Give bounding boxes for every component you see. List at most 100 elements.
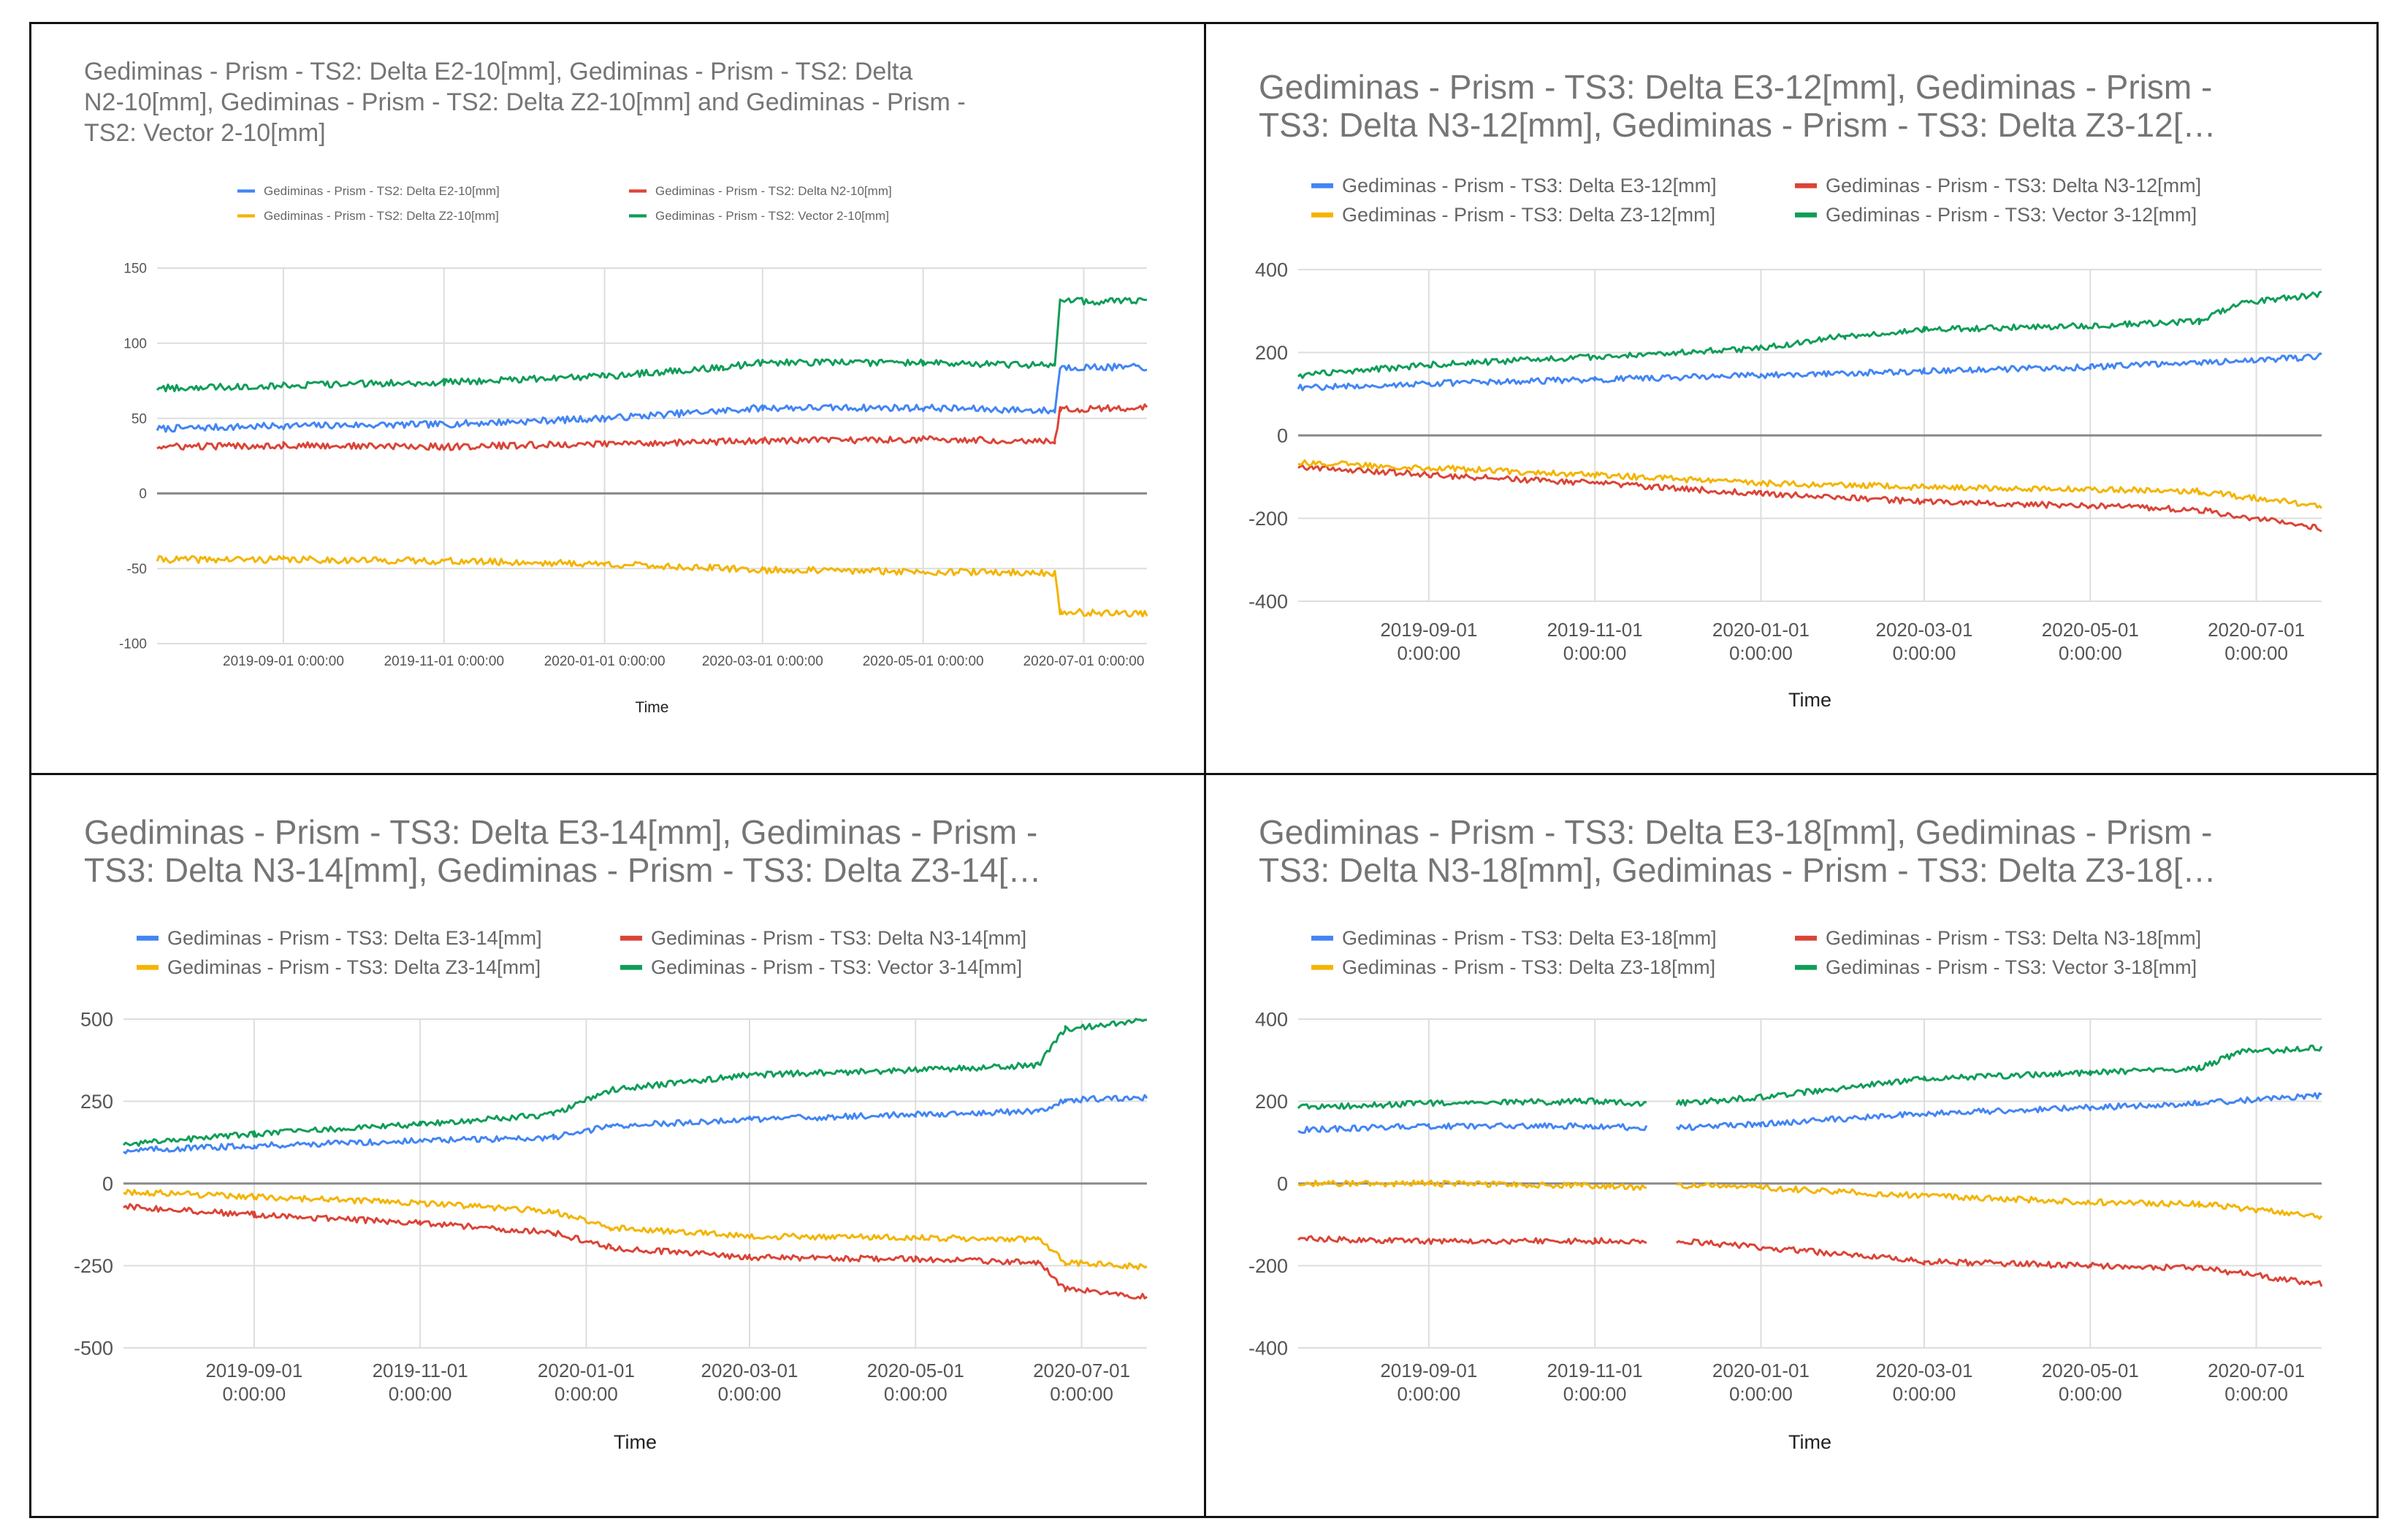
x-tick-label: 0:00:00: [222, 1383, 286, 1405]
x-tick-label: 2019-09-01: [1380, 1360, 1477, 1381]
series-line: [122, 1018, 1147, 1147]
legend-swatch: [1311, 183, 1333, 188]
chart-panel-ts3-3-12: Gediminas - Prism - TS3: Delta E3-12[mm]…: [1206, 24, 2376, 771]
x-tick-label: 2020-01-01: [538, 1360, 635, 1381]
x-tick-label: 2020-05-01: [867, 1360, 964, 1381]
series-line: [1297, 1044, 2323, 1110]
x-tick-label: 0:00:00: [554, 1383, 618, 1405]
x-tick-label: 2020-01-01: [1712, 1360, 1810, 1381]
legend-label[interactable]: Gediminas - Prism - TS2: Vector 2-10[mm]: [655, 209, 889, 223]
x-tick-label: 2019-09-01: [205, 1360, 302, 1381]
vertical-divider: [1204, 24, 1206, 1516]
chart-svg: Gediminas - Prism - TS2: Delta E2-10[mm]…: [84, 58, 1148, 716]
x-tick-label: 0:00:00: [1893, 1383, 1956, 1405]
y-tick-label: -400: [1248, 590, 1288, 612]
series-line: [1297, 464, 2322, 533]
legend-label[interactable]: Gediminas - Prism - TS2: Delta N2-10[mm]: [655, 184, 892, 198]
x-tick-label: 0:00:00: [1050, 1383, 1113, 1405]
legend-label[interactable]: Gediminas - Prism - TS3: Vector 3-14[mm]: [651, 956, 1022, 978]
legend-swatch: [1795, 212, 1817, 218]
series-line: [1297, 352, 2322, 392]
x-tick-label: 2019-11-01 0:00:00: [384, 654, 504, 669]
y-tick-label: 0: [102, 1173, 113, 1194]
series-line: [156, 403, 1148, 451]
y-tick-label: 250: [80, 1091, 113, 1113]
chart-title-line: TS2: Vector 2-10[mm]: [84, 119, 326, 147]
legend-label[interactable]: Gediminas - Prism - TS3: Delta N3-18[mm]: [1826, 927, 2201, 949]
x-tick-label: 0:00:00: [718, 1383, 782, 1405]
legend-swatch: [620, 964, 642, 970]
legend-label[interactable]: Gediminas - Prism - TS3: Delta E3-12[mm]: [1342, 175, 1717, 197]
x-tick-label: 2019-09-01 0:00:00: [223, 654, 344, 669]
x-tick-label: 0:00:00: [2224, 642, 2288, 664]
y-tick-label: 50: [131, 411, 147, 427]
legend-label[interactable]: Gediminas - Prism - TS3: Delta Z3-14[mm]: [167, 956, 541, 978]
y-tick-label: -50: [127, 562, 147, 577]
legend-label[interactable]: Gediminas - Prism - TS3: Vector 3-12[mm]: [1826, 204, 2197, 226]
chart-panel-ts3-3-14: Gediminas - Prism - TS3: Delta E3-14[mm]…: [31, 775, 1202, 1516]
legend-swatch: [620, 935, 642, 941]
x-tick-label: 2020-03-01 0:00:00: [702, 654, 823, 669]
y-tick-label: 150: [123, 262, 147, 277]
x-tick-label: 2020-07-01 0:00:00: [1023, 654, 1145, 669]
y-tick-label: -200: [1248, 1255, 1288, 1277]
x-tick-label: 0:00:00: [1893, 642, 1956, 664]
series-line: [156, 554, 1148, 618]
x-axis-title: Time: [1788, 689, 1831, 711]
y-tick-label: 0: [139, 487, 147, 502]
x-tick-label: 0:00:00: [1563, 1383, 1627, 1405]
y-tick-label: -500: [74, 1337, 113, 1359]
legend-swatch: [629, 189, 647, 193]
chart-panel-ts2-2-10: Gediminas - Prism - TS2: Delta E2-10[mm]…: [31, 24, 1202, 771]
legend-swatch: [1311, 964, 1333, 970]
y-tick-label: 400: [1255, 1008, 1288, 1030]
chart-title-line: Gediminas - Prism - TS3: Delta E3-12[mm]…: [1259, 68, 2212, 106]
x-tick-label: 2019-11-01: [1547, 619, 1643, 641]
legend-label[interactable]: Gediminas - Prism - TS3: Delta N3-14[mm]: [651, 927, 1026, 949]
x-tick-label: 0:00:00: [884, 1383, 948, 1405]
series-line: [1297, 290, 2322, 379]
chart-svg: Gediminas - Prism - TS3: Delta E3-18[mm]…: [1248, 813, 2323, 1453]
legend-label[interactable]: Gediminas - Prism - TS2: Delta E2-10[mm]: [264, 184, 500, 198]
chart-title-line: Gediminas - Prism - TS3: Delta E3-18[mm]…: [1259, 813, 2212, 851]
x-tick-label: 0:00:00: [2059, 1383, 2122, 1405]
legend-swatch: [1795, 964, 1817, 970]
legend-label[interactable]: Gediminas - Prism - TS3: Delta N3-12[mm]: [1826, 175, 2201, 197]
legend-label[interactable]: Gediminas - Prism - TS3: Vector 3-18[mm]: [1826, 956, 2197, 978]
x-tick-label: 0:00:00: [1563, 642, 1627, 664]
y-tick-label: -200: [1248, 508, 1288, 530]
legend-label[interactable]: Gediminas - Prism - TS3: Delta Z3-12[mm]: [1342, 204, 1715, 226]
chart-title-line: TS3: Delta N3-18[mm], Gediminas - Prism …: [1259, 851, 2216, 889]
x-tick-label: 0:00:00: [2059, 642, 2122, 664]
x-tick-label: 0:00:00: [1397, 1383, 1460, 1405]
series-line: [123, 1189, 1148, 1270]
legend-swatch: [1795, 183, 1817, 188]
legend-swatch: [237, 214, 255, 218]
legend-label[interactable]: Gediminas - Prism - TS2: Delta Z2-10[mm]: [264, 209, 499, 223]
legend-swatch: [137, 935, 159, 941]
x-tick-label: 2019-09-01: [1380, 619, 1477, 641]
y-tick-label: 400: [1255, 259, 1288, 281]
x-tick-label: 2019-11-01: [373, 1360, 468, 1381]
legend-swatch: [1795, 935, 1817, 941]
legend-label[interactable]: Gediminas - Prism - TS3: Delta E3-18[mm]: [1342, 927, 1717, 949]
chart-title-line: TS3: Delta N3-12[mm], Gediminas - Prism …: [1259, 106, 2216, 144]
chart-title-line: Gediminas - Prism - TS2: Delta E2-10[mm]…: [84, 58, 912, 85]
x-tick-label: 2020-07-01: [1033, 1360, 1130, 1381]
legend-label[interactable]: Gediminas - Prism - TS3: Delta E3-14[mm]: [167, 927, 542, 949]
legend-swatch: [629, 214, 647, 218]
legend-swatch: [237, 189, 255, 193]
y-tick-label: 500: [80, 1008, 113, 1030]
x-tick-label: 0:00:00: [1729, 642, 1793, 664]
series-line: [123, 1202, 1148, 1300]
series-line: [156, 362, 1148, 433]
x-tick-label: 2020-05-01: [2042, 1360, 2139, 1381]
x-axis-title: Time: [636, 699, 669, 716]
y-tick-label: -250: [74, 1255, 113, 1277]
x-tick-label: 2020-03-01: [1875, 619, 1972, 641]
legend-swatch: [137, 964, 159, 970]
series-line: [1297, 1092, 2322, 1134]
legend-label[interactable]: Gediminas - Prism - TS3: Delta Z3-18[mm]: [1342, 956, 1715, 978]
x-tick-label: 0:00:00: [1729, 1383, 1793, 1405]
series-line: [1297, 1179, 2323, 1220]
